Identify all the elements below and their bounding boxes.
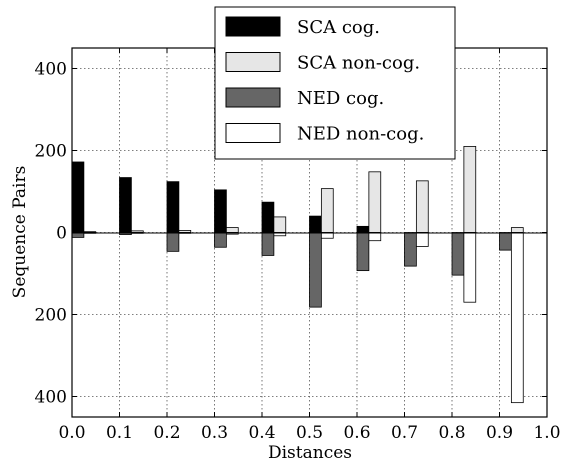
y-axis-title: Sequence Pairs bbox=[10, 166, 30, 299]
legend-label-sca-non-cog: SCA non-cog. bbox=[297, 53, 420, 74]
x-tick-label: 0.6 bbox=[343, 423, 370, 443]
legend-swatch-sca-cog bbox=[225, 16, 281, 37]
bar-sca-non-cog bbox=[273, 216, 287, 233]
x-tick-label: 0.9 bbox=[486, 423, 513, 443]
x-tick-label: 0.5 bbox=[296, 423, 323, 443]
legend-swatch-ned-non-cog bbox=[225, 123, 281, 143]
bar-ned-cog bbox=[404, 232, 417, 267]
bar-ned-cog bbox=[499, 232, 512, 251]
x-tick-label: 0.0 bbox=[58, 423, 85, 443]
bar-sca-cog bbox=[71, 161, 85, 233]
bar-ned-non-cog bbox=[415, 232, 429, 247]
bar-ned-non-cog bbox=[368, 232, 382, 242]
bar-sca-cog bbox=[309, 215, 322, 233]
x-tick-label: 0.4 bbox=[248, 423, 275, 443]
bar-sca-non-cog bbox=[510, 227, 524, 233]
legend-swatch-ned-cog bbox=[225, 87, 281, 108]
bar-ned-cog bbox=[356, 232, 370, 272]
bar-ned-non-cog bbox=[510, 232, 524, 404]
y-tick-label: 400 bbox=[35, 388, 67, 408]
axis-ticks: 0.0 0.1 0.2 0.3 0.4 0.5 0.6 0.7 0.8 0.9 1.0 400 200 0… bbox=[35, 48, 561, 443]
legend-label-ned-non-cog: NED non-cog. bbox=[297, 124, 424, 145]
bars bbox=[71, 145, 524, 404]
bar-ned-cog bbox=[166, 232, 180, 252]
bar-ned-cog bbox=[261, 232, 275, 256]
bar-sca-cog bbox=[214, 189, 227, 233]
x-tick-label: 0.2 bbox=[153, 423, 180, 443]
legend-swatch-sca-non-cog bbox=[225, 52, 281, 72]
x-tick-label: 0.3 bbox=[201, 423, 228, 443]
legend: SCA cog. SCA non-cog. NED cog. NED non-cog. bbox=[214, 6, 456, 160]
x-tick-label: 0.8 bbox=[438, 423, 465, 443]
bar-ned-cog bbox=[214, 232, 227, 248]
x-tick-label: 0.1 bbox=[106, 423, 133, 443]
bar-sca-cog bbox=[166, 181, 180, 233]
y-tick-label: 0 bbox=[56, 224, 67, 244]
bar-ned-cog bbox=[451, 232, 465, 276]
x-tick-label: 0.7 bbox=[391, 423, 418, 443]
y-tick-label: 200 bbox=[35, 306, 67, 326]
bar-sca-cog bbox=[261, 201, 275, 233]
legend-label-ned-cog: NED cog. bbox=[297, 88, 384, 109]
x-axis-title: Distances bbox=[268, 443, 352, 463]
bar-sca-non-cog bbox=[368, 171, 382, 233]
y-tick-label: 400 bbox=[35, 60, 67, 80]
x-tick-label: 1.0 bbox=[533, 423, 560, 443]
bar-ned-non-cog bbox=[463, 232, 477, 303]
y-tick-label: 200 bbox=[35, 142, 67, 162]
legend-label-sca-cog: SCA cog. bbox=[297, 17, 380, 38]
bar-sca-cog bbox=[119, 177, 132, 233]
bar-sca-cog bbox=[356, 225, 370, 233]
bar-sca-non-cog bbox=[415, 180, 429, 233]
bar-sca-non-cog bbox=[320, 188, 334, 233]
bar-sca-non-cog bbox=[225, 227, 239, 233]
bar-ned-cog bbox=[309, 232, 322, 308]
bar-sca-non-cog bbox=[463, 145, 477, 233]
